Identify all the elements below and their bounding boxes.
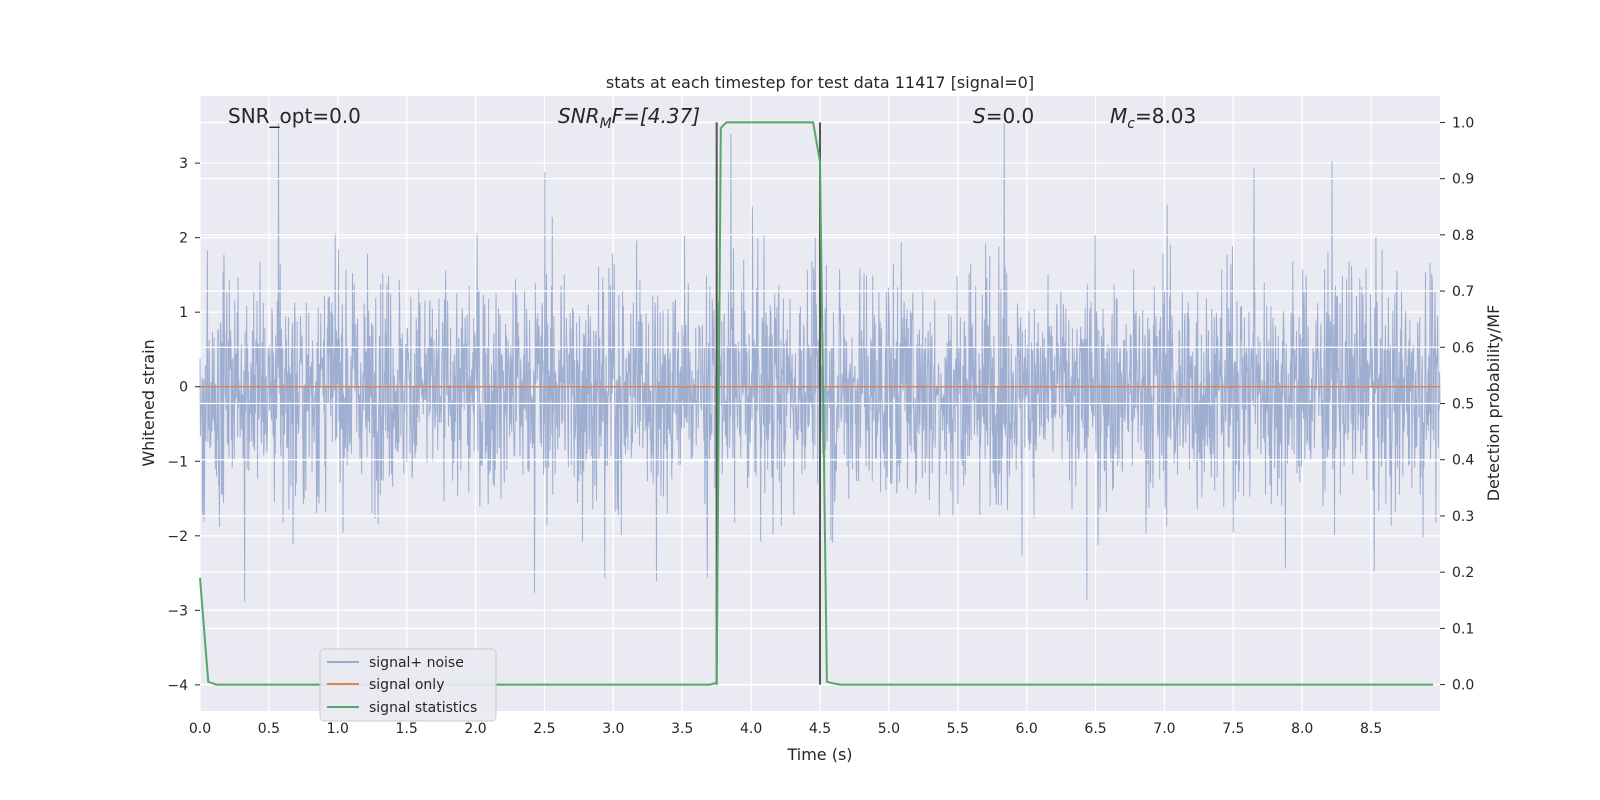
snr-opt-annotation: SNR_opt=0.0: [228, 104, 361, 128]
mc-rest: =8.03: [1135, 104, 1196, 128]
snr-mf-sub: M: [600, 116, 612, 132]
y-tick-label-right: 0.0: [1452, 678, 1474, 694]
legend: signal+ noise signal only signal statist…: [319, 648, 497, 722]
snr-mf-rest: F=[4.37]: [612, 104, 700, 128]
legend-label-signal-only: signal only: [369, 677, 444, 693]
y-tick-label-left: −1: [167, 454, 188, 470]
x-tick-label: 5.5: [947, 721, 969, 737]
y-axis-left-label: Whitened strain: [139, 339, 158, 466]
snr-mf-annotation: SNRMF=[4.37]: [558, 104, 700, 132]
x-tick-label: 6.0: [1016, 721, 1038, 737]
x-tick-label: 2.5: [533, 721, 555, 737]
x-tick-label: 6.5: [1084, 721, 1106, 737]
y-tick-label-right: 0.2: [1452, 565, 1474, 581]
x-axis-label: Time (s): [786, 745, 852, 764]
x-tick-label: 1.5: [396, 721, 418, 737]
x-tick-label: 5.0: [878, 721, 900, 737]
x-tick-label: 0.5: [258, 721, 280, 737]
y-tick-label-left: −4: [167, 678, 188, 694]
y-tick-label-left: −2: [167, 529, 188, 545]
s-annotation: S=0.0: [973, 104, 1034, 128]
legend-box: [319, 648, 497, 722]
mc-sub: c: [1127, 116, 1135, 132]
y-tick-label-right: 0.1: [1452, 621, 1474, 637]
y-tick-label-right: 0.8: [1452, 228, 1474, 244]
legend-label-signal-statistics: signal statistics: [369, 700, 477, 716]
x-tick-label: 7.0: [1153, 721, 1175, 737]
x-tick-label: 7.5: [1222, 721, 1244, 737]
mc-annotation: Mc=8.03: [1110, 104, 1196, 132]
chart-title: stats at each timestep for test data 114…: [606, 73, 1034, 92]
legend-label-signal-noise: signal+ noise: [369, 655, 464, 671]
y-tick-label-right: 0.4: [1452, 453, 1474, 469]
y-tick-label-left: 1: [179, 305, 188, 321]
y-tick-label-right: 0.3: [1452, 509, 1474, 525]
x-tick-label: 3.5: [671, 721, 693, 737]
snr-mf-main: SNR: [558, 104, 600, 128]
s-main: S: [973, 104, 986, 128]
y-tick-label-left: 3: [179, 156, 188, 172]
y-tick-label-left: 0: [179, 380, 188, 396]
x-tick-label: 4.5: [809, 721, 831, 737]
x-tick-label: 0.0: [189, 721, 211, 737]
y-tick-label-right: 0.7: [1452, 284, 1474, 300]
y-axis-left-ticks: 3 2 1 0 −1 −2 −3 −4: [167, 156, 200, 694]
y-axis-right-label: Detection probability/MF: [1484, 305, 1503, 502]
x-tick-label: 8.0: [1291, 721, 1313, 737]
y-tick-label-right: 0.5: [1452, 397, 1474, 413]
y-axis-right-ticks: 1.0 0.9 0.8 0.7 0.6 0.5 0.4 0.3 0.2 0.1 0.0: [1440, 115, 1474, 694]
x-tick-label: 1.0: [327, 721, 349, 737]
y-tick-label-left: −3: [167, 603, 188, 619]
x-tick-label: 8.5: [1360, 721, 1382, 737]
y-tick-label-right: 0.6: [1452, 340, 1474, 356]
y-tick-label-right: 1.0: [1452, 115, 1474, 131]
x-tick-label: 3.0: [602, 721, 624, 737]
y-tick-label-right: 0.9: [1452, 172, 1474, 188]
s-rest: =0.0: [986, 104, 1035, 128]
mc-main: M: [1110, 104, 1127, 128]
x-axis-ticks: 0.0 0.5 1.0 1.5 2.0 2.5 3.0 3.5 4.0 4.5 5.0 5.5 6.0 6…: [189, 721, 1382, 737]
y-tick-label-left: 2: [179, 231, 188, 247]
x-tick-label: 2.0: [464, 721, 486, 737]
x-tick-label: 4.0: [740, 721, 762, 737]
